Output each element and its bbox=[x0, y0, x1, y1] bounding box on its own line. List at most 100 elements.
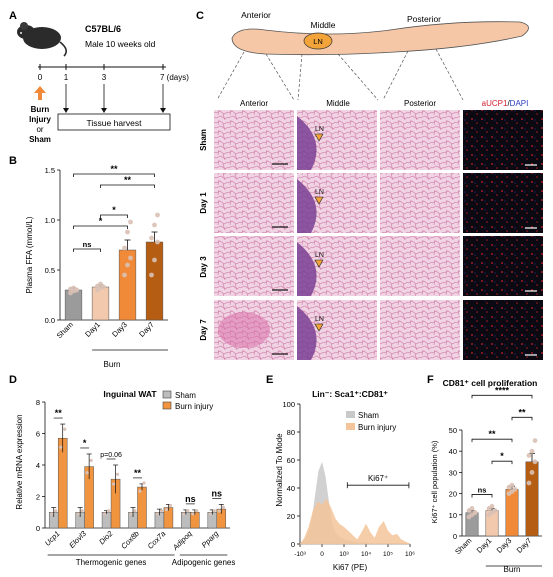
significance-label: ** bbox=[55, 408, 63, 418]
data-point bbox=[155, 512, 160, 516]
y-tick-label: 0 bbox=[453, 532, 457, 541]
harvest-arrows bbox=[63, 84, 166, 113]
legend-swatch-burn bbox=[162, 401, 172, 410]
mouse-icon bbox=[17, 22, 68, 57]
y-tick-label: 8 bbox=[36, 398, 40, 407]
data-point bbox=[106, 509, 111, 513]
column-header: Middle bbox=[326, 99, 350, 108]
lymph-node-tag: LN bbox=[315, 252, 324, 259]
y-axis-label: Ki67⁺ cell population (%) bbox=[430, 440, 439, 523]
bar bbox=[137, 486, 147, 529]
panel-f: F CD81⁺ cell proliferation Ki67⁺ cell po… bbox=[427, 374, 542, 574]
y-tick-label: 50 bbox=[449, 426, 457, 435]
legend-label: Burn injury bbox=[175, 402, 213, 411]
lymph-node-shape bbox=[303, 32, 333, 50]
fat-pad-shape bbox=[231, 21, 529, 56]
bar bbox=[91, 286, 110, 321]
panel-letter-d: D bbox=[9, 374, 17, 386]
legend: Sham Burn injury bbox=[162, 390, 213, 411]
y-tick-label: 1.0 bbox=[45, 216, 55, 225]
panel-letter-a: A bbox=[9, 10, 17, 22]
lymph-node-tag: LN bbox=[315, 316, 324, 323]
micrograph-grid: LN LN LN LN bbox=[214, 110, 543, 360]
y-tick-label: 40 bbox=[287, 484, 295, 493]
strain-label: C57BL/6 bbox=[85, 24, 121, 34]
region-label: Posterior bbox=[407, 14, 441, 24]
x-tick-label: Pparg bbox=[200, 528, 221, 549]
significance-bracket bbox=[73, 173, 155, 177]
legend-label: Sham bbox=[358, 411, 379, 420]
timeline-tick-label: 1 bbox=[64, 73, 69, 82]
x-tick-label: 10⁶ bbox=[405, 551, 415, 558]
significance-label: ns bbox=[185, 494, 196, 504]
x-tick-label: Cox7a bbox=[146, 529, 168, 551]
lymph-node-marker-icon bbox=[314, 259, 324, 268]
legend-swatch-burn bbox=[346, 423, 355, 430]
significance-label: * bbox=[83, 438, 87, 448]
data-point bbox=[526, 453, 532, 458]
significance-bracket bbox=[471, 494, 493, 498]
x-tick-label: Day1 bbox=[83, 320, 102, 339]
data-point bbox=[128, 219, 133, 225]
y-tick-label: 60 bbox=[287, 456, 295, 465]
significance-label: ** bbox=[110, 164, 118, 174]
significance-bracket bbox=[100, 184, 155, 188]
data-point bbox=[76, 512, 80, 516]
x-tick-label: 10⁵ bbox=[383, 551, 393, 558]
if-micrograph bbox=[463, 300, 543, 360]
lymph-node-region bbox=[297, 306, 317, 360]
row-label: Day 1 bbox=[199, 192, 208, 214]
significance-label: **** bbox=[495, 385, 510, 395]
he-micrograph bbox=[214, 173, 294, 233]
histogram-series bbox=[299, 498, 411, 545]
data-point bbox=[125, 262, 130, 268]
significance-bracket bbox=[491, 460, 513, 465]
data-point bbox=[526, 480, 532, 486]
x-tick-label: Day3 bbox=[495, 536, 514, 555]
bar bbox=[64, 289, 83, 321]
legend-swatch-sham bbox=[346, 411, 355, 418]
he-micrograph bbox=[380, 110, 460, 170]
data-point bbox=[85, 471, 89, 475]
data-point bbox=[159, 509, 164, 513]
data-point bbox=[149, 235, 154, 241]
panel-d: D Inguinal WAT Relative mRNA expression … bbox=[9, 374, 235, 567]
x-tick-label: Day7 bbox=[137, 320, 156, 339]
column-header: Posterior bbox=[404, 99, 436, 108]
data-point bbox=[98, 281, 103, 287]
data-point bbox=[59, 445, 63, 449]
gene-group-label: Adipogenic genes bbox=[172, 558, 236, 567]
chart-title: CD81⁺ cell proliferation bbox=[443, 378, 538, 388]
data-point bbox=[472, 510, 478, 516]
legend-label: Burn injury bbox=[358, 423, 396, 432]
y-tick-label: 80 bbox=[287, 428, 295, 437]
y-tick-label: 20 bbox=[449, 490, 457, 499]
if-stain-label: aUCP1/DAPI bbox=[482, 99, 529, 108]
data-point bbox=[512, 486, 518, 492]
data-point bbox=[182, 512, 186, 516]
data-point bbox=[208, 512, 212, 516]
significance-label: ** bbox=[134, 468, 142, 478]
significance-label: p=0.06 bbox=[100, 452, 122, 459]
data-point bbox=[217, 509, 221, 513]
gate-label: Ki67⁺ bbox=[368, 474, 388, 483]
significance-label: ns bbox=[83, 240, 92, 249]
significance-label: ** bbox=[488, 429, 496, 439]
lymph-node-region bbox=[297, 179, 317, 233]
group-label: Burn bbox=[504, 565, 521, 574]
data-point bbox=[509, 482, 515, 488]
panel-c: C LN Anterior Middle Posterior Anterior … bbox=[196, 10, 543, 360]
lymph-node-label: LN bbox=[313, 37, 323, 46]
y-tick-label: 4 bbox=[36, 461, 40, 470]
harvest-box bbox=[57, 113, 171, 131]
data-point bbox=[63, 427, 67, 431]
subjects-label: Male 10 weeks old bbox=[85, 39, 156, 49]
y-axis-label: Normalized To Mode bbox=[275, 433, 284, 507]
data-point bbox=[221, 505, 225, 509]
legend-swatch-sham bbox=[162, 390, 172, 399]
he-micrograph bbox=[380, 173, 460, 233]
panel-letter-f: F bbox=[427, 374, 434, 386]
